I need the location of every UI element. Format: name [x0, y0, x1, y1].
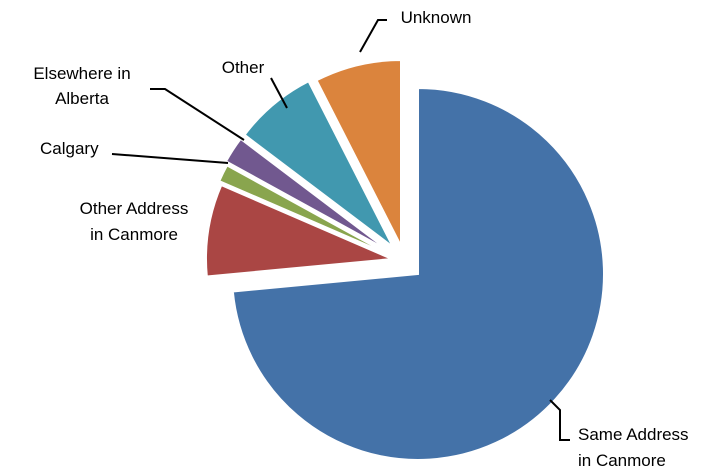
slice-label-other-address-in-canmore: Other Address in Canmore — [80, 199, 189, 244]
slice-label-line: Other — [222, 58, 265, 77]
slice-label-line: Other Address — [80, 199, 189, 218]
leader-line-other — [270, 77, 288, 109]
leader-line-same-address-in-canmore — [549, 399, 570, 441]
slice-label-same-address-in-canmore: Same Address in Canmore — [578, 425, 689, 470]
leader-line-elsewhere-in-alberta — [150, 88, 245, 141]
leader-line-unknown — [359, 19, 387, 53]
leader-line-calgary — [111, 153, 229, 164]
slice-label-line: Calgary — [40, 139, 99, 158]
slice-label-line: in Canmore — [90, 225, 178, 244]
labels-layer: Same Address in Canmore Other Address in Ca… — [33, 8, 688, 470]
leader-lines-layer — [111, 19, 570, 441]
slices-layer — [205, 58, 605, 461]
slice-label-line: in Canmore — [578, 451, 666, 470]
slice-label-calgary: Calgary — [40, 139, 99, 158]
slice-label-line: Elsewhere in — [33, 64, 130, 83]
pie-slice-other-address-in-canmore — [205, 183, 393, 278]
pie-slice-other — [243, 79, 394, 248]
slice-label-other: Other — [222, 58, 265, 77]
pie-slice-unknown — [315, 58, 402, 247]
slice-label-line: Unknown — [401, 8, 472, 27]
slice-label-line: Same Address — [578, 425, 689, 444]
slice-label-elsewhere-in-alberta: Elsewhere in Alberta — [33, 64, 130, 108]
slice-label-line: Alberta — [55, 89, 109, 108]
slice-label-unknown: Unknown — [401, 8, 472, 27]
pie-slice-calgary — [217, 164, 391, 256]
pie-slice-same-address-in-canmore — [231, 86, 605, 461]
